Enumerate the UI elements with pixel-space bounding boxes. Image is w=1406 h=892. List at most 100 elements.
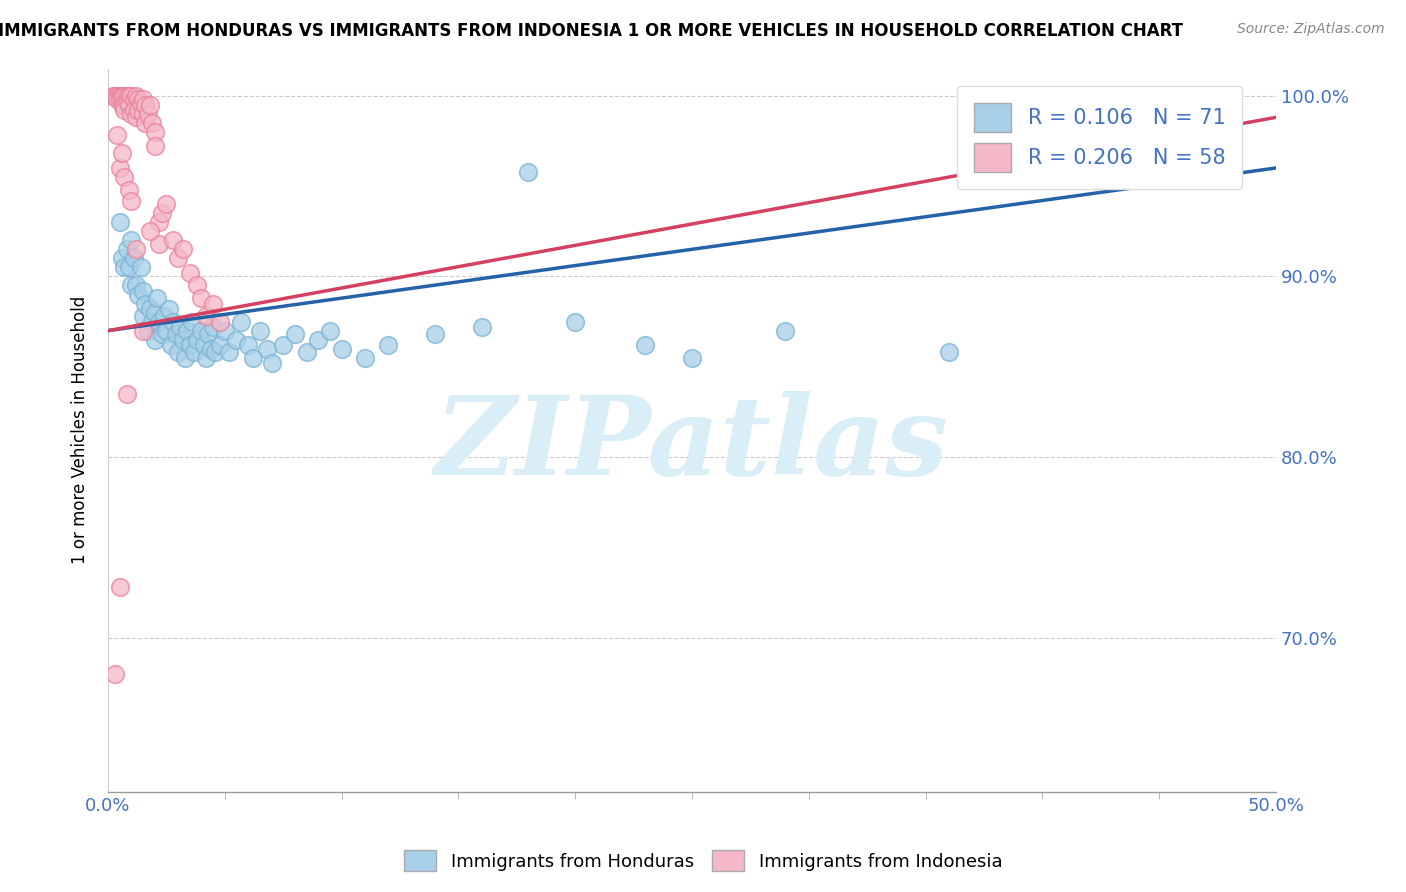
- Point: [284, 327, 307, 342]
- Point: [141, 116, 163, 130]
- Point: [134, 97, 156, 112]
- Point: [118, 260, 141, 275]
- Point: [179, 338, 201, 352]
- Point: [202, 320, 225, 334]
- Point: [139, 224, 162, 238]
- Point: [148, 236, 170, 251]
- Point: [134, 116, 156, 130]
- Point: [209, 315, 232, 329]
- Point: [183, 345, 205, 359]
- Point: [172, 243, 194, 257]
- Point: [330, 342, 353, 356]
- Point: [104, 667, 127, 681]
- Point: [307, 333, 329, 347]
- Point: [112, 260, 135, 275]
- Point: [197, 327, 219, 342]
- Point: [938, 345, 960, 359]
- Point: [169, 320, 191, 334]
- Point: [120, 278, 142, 293]
- Point: [564, 315, 586, 329]
- Point: [249, 324, 271, 338]
- Point: [143, 125, 166, 139]
- Point: [104, 88, 127, 103]
- Point: [105, 92, 128, 106]
- Point: [190, 324, 212, 338]
- Point: [132, 309, 155, 323]
- Point: [122, 92, 145, 106]
- Point: [143, 305, 166, 319]
- Point: [167, 345, 190, 359]
- Point: [319, 324, 342, 338]
- Point: [132, 92, 155, 106]
- Point: [295, 345, 318, 359]
- Point: [202, 296, 225, 310]
- Point: [108, 215, 131, 229]
- Point: [172, 333, 194, 347]
- Point: [108, 581, 131, 595]
- Point: [218, 345, 240, 359]
- Point: [108, 88, 131, 103]
- Legend: Immigrants from Honduras, Immigrants from Indonesia: Immigrants from Honduras, Immigrants fro…: [396, 843, 1010, 879]
- Point: [132, 324, 155, 338]
- Point: [225, 333, 247, 347]
- Point: [136, 106, 159, 120]
- Point: [112, 97, 135, 112]
- Point: [176, 324, 198, 338]
- Point: [354, 351, 377, 365]
- Point: [195, 309, 218, 323]
- Point: [105, 128, 128, 143]
- Point: [111, 252, 134, 266]
- Point: [143, 139, 166, 153]
- Point: [231, 315, 253, 329]
- Point: [236, 338, 259, 352]
- Point: [148, 215, 170, 229]
- Point: [167, 252, 190, 266]
- Point: [195, 351, 218, 365]
- Point: [150, 206, 173, 220]
- Point: [179, 266, 201, 280]
- Point: [118, 183, 141, 197]
- Point: [125, 243, 148, 257]
- Point: [115, 387, 138, 401]
- Point: [134, 296, 156, 310]
- Point: [125, 278, 148, 293]
- Point: [150, 327, 173, 342]
- Point: [634, 338, 657, 352]
- Point: [101, 88, 124, 103]
- Text: IMMIGRANTS FROM HONDURAS VS IMMIGRANTS FROM INDONESIA 1 OR MORE VEHICLES IN HOUS: IMMIGRANTS FROM HONDURAS VS IMMIGRANTS F…: [0, 22, 1182, 40]
- Point: [139, 97, 162, 112]
- Point: [111, 88, 134, 103]
- Point: [108, 161, 131, 175]
- Point: [108, 92, 131, 106]
- Point: [112, 88, 135, 103]
- Point: [118, 88, 141, 103]
- Point: [143, 333, 166, 347]
- Point: [162, 233, 184, 247]
- Point: [127, 287, 149, 301]
- Point: [193, 338, 215, 352]
- Point: [200, 342, 222, 356]
- Point: [181, 315, 204, 329]
- Point: [155, 324, 177, 338]
- Point: [1101, 176, 1123, 190]
- Point: [129, 260, 152, 275]
- Point: [214, 324, 236, 338]
- Text: Source: ZipAtlas.com: Source: ZipAtlas.com: [1237, 22, 1385, 37]
- Point: [190, 291, 212, 305]
- Point: [115, 94, 138, 108]
- Point: [256, 342, 278, 356]
- Point: [111, 97, 134, 112]
- Point: [377, 338, 399, 352]
- Point: [120, 106, 142, 120]
- Point: [155, 197, 177, 211]
- Legend: R = 0.106   N = 71, R = 0.206   N = 58: R = 0.106 N = 71, R = 0.206 N = 58: [957, 87, 1241, 189]
- Point: [423, 327, 446, 342]
- Point: [136, 324, 159, 338]
- Point: [115, 243, 138, 257]
- Point: [111, 146, 134, 161]
- Point: [186, 333, 208, 347]
- Point: [162, 315, 184, 329]
- Point: [122, 103, 145, 117]
- Point: [112, 103, 135, 117]
- Point: [132, 284, 155, 298]
